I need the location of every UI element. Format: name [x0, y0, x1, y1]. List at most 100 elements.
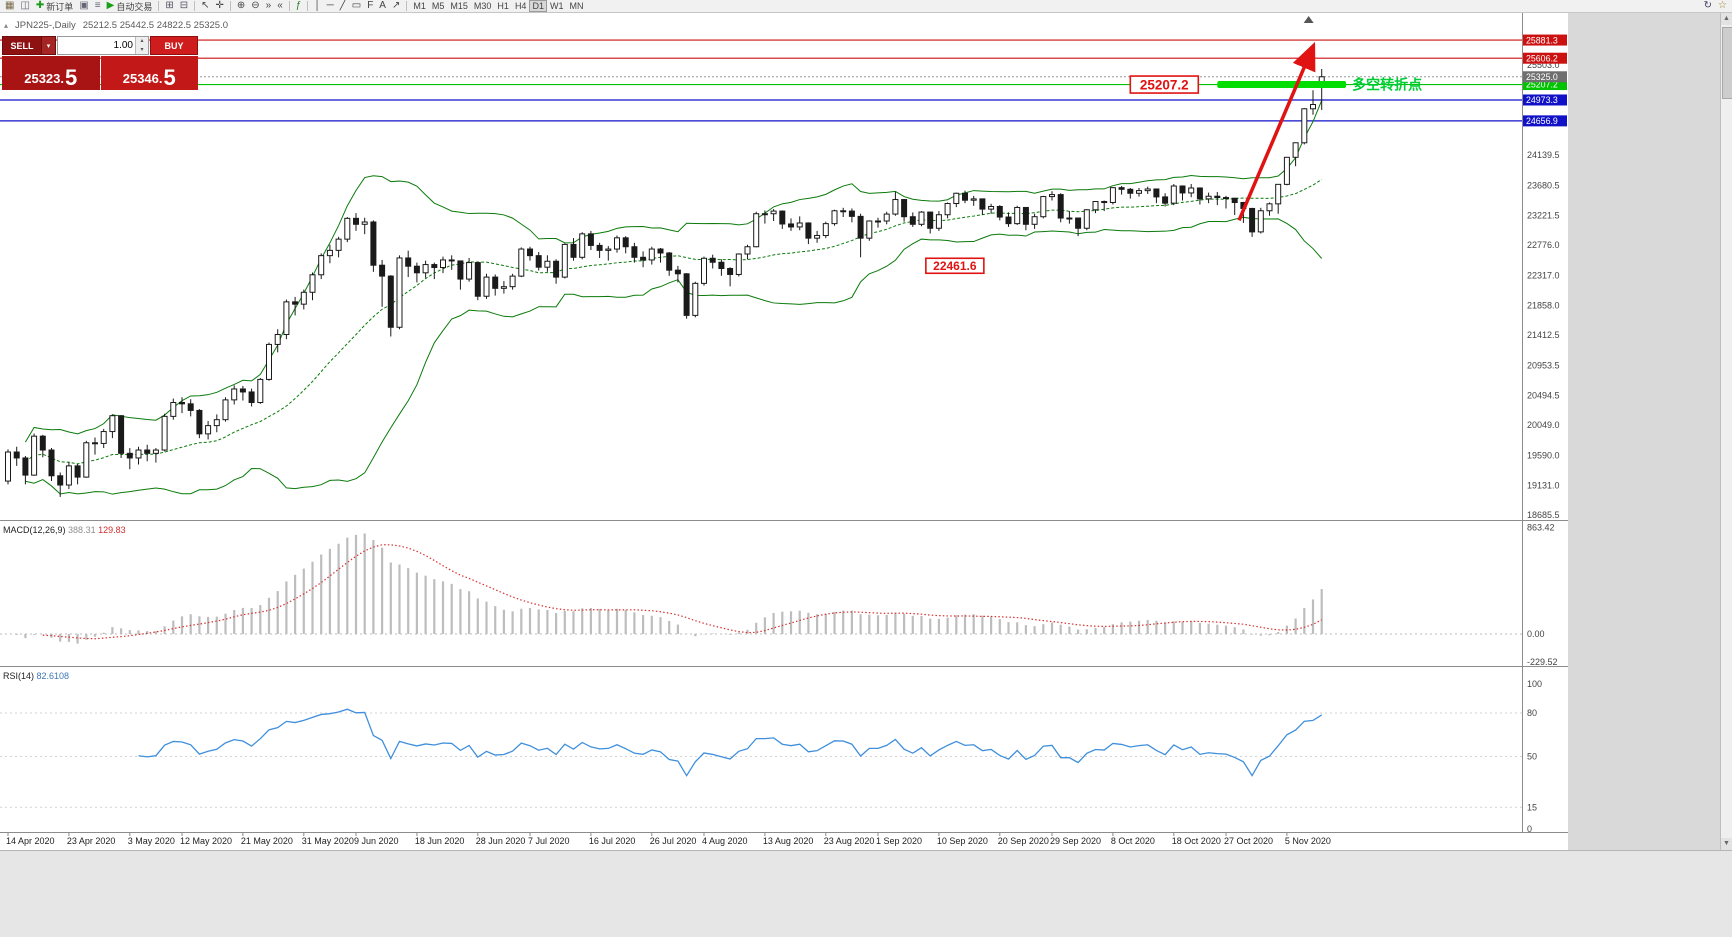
zoom-out-button-icon: ⊖: [251, 0, 260, 11]
price-annotation-box[interactable]: [1129, 75, 1200, 94]
text-tool[interactable]: A: [376, 0, 389, 12]
toolbar-separator: [288, 1, 290, 11]
chart-symbol-period: JPN225-,Daily: [15, 20, 76, 31]
vertical-scrollbar[interactable]: ▲ ▼: [1720, 13, 1732, 850]
fibonacci-tool[interactable]: F: [364, 0, 376, 12]
axis-tick-label: 100: [1527, 679, 1542, 689]
crosshair-tool-button-icon: ✛: [215, 0, 224, 11]
sell-button[interactable]: SELL: [2, 36, 42, 55]
rsi-line: [138, 708, 1323, 777]
buy-price-display[interactable]: 25346. 5: [100, 56, 198, 90]
buy-button[interactable]: BUY: [150, 36, 198, 55]
axis-tick-label: 0.00: [1527, 629, 1545, 639]
trendline-tool[interactable]: ╱: [337, 0, 349, 12]
toolbar-separator: [158, 1, 160, 11]
timeframe-mn[interactable]: MN: [566, 0, 586, 12]
zoom-out-button[interactable]: ⊖: [248, 0, 262, 12]
separators-layer: [0, 13, 1568, 833]
horizontal-line-tool[interactable]: ─: [324, 0, 337, 12]
order-type-dropdown[interactable]: ▾: [42, 36, 56, 55]
toolbar-right-group: ↻ ☆: [1701, 0, 1730, 12]
trend-arrow[interactable]: [1237, 41, 1316, 222]
timeframe-d1[interactable]: D1: [529, 0, 547, 12]
rsi-name: RSI(14): [3, 671, 35, 681]
date-tick-label: 10 Sep 2020: [937, 836, 988, 846]
date-tick-label: 18 Oct 2020: [1172, 836, 1221, 846]
date-tick-label: 29 Sep 2020: [1050, 836, 1101, 846]
channel-tool[interactable]: ▭: [349, 0, 364, 12]
timeframe-d1-label: D1: [532, 1, 544, 11]
toolbar-separator: [194, 1, 196, 11]
timeframe-m15-label: M15: [450, 1, 468, 11]
vertical-line-tool[interactable]: │: [311, 0, 323, 12]
buy-price-big-digit: 5: [163, 65, 176, 90]
axis-tick-label: 23680.5: [1527, 180, 1560, 190]
price-annotation-box[interactable]: [925, 257, 985, 275]
axis-tick-label: 18685.5: [1527, 510, 1560, 520]
auto-scroll-button-icon: »: [265, 0, 272, 11]
date-tick-label: 5 Nov 2020: [1285, 836, 1331, 846]
date-tick-label: 20 Sep 2020: [998, 836, 1049, 846]
timeframe-m1[interactable]: M1: [410, 0, 429, 12]
zoom-in-button[interactable]: ⊕: [234, 0, 248, 12]
scrollbar-down-icon[interactable]: ▼: [1721, 838, 1732, 850]
timeframe-w1[interactable]: W1: [547, 0, 567, 12]
chart-title: ▴ JPN225-,Daily 25212.5 25442.5 24822.5 …: [4, 20, 228, 31]
auto-scroll-button[interactable]: »: [263, 0, 275, 12]
charts-menu-button-icon: ▣: [79, 0, 89, 11]
price-chart-svg[interactable]: 25207.2 22461.6 多空转折点 25503.0 24139.5 23680.5…: [0, 13, 1568, 850]
timeframe-h4[interactable]: H4: [512, 0, 530, 12]
sell-price-main: 25323.: [24, 71, 64, 86]
expand-chart-button[interactable]: ◫: [17, 0, 32, 12]
auto-trading-button-label: 自动交易: [116, 1, 153, 12]
scrollbar-up-icon[interactable]: ▲: [1721, 13, 1732, 25]
timeframe-h4-label: H4: [514, 1, 527, 11]
one-click-trading-panel: SELL ▾ ▴ ▾ BUY 25323.5 25346.5: [2, 36, 198, 90]
turning-point-highlight[interactable]: [1217, 81, 1347, 89]
oneclick-collapse-icon[interactable]: ▴: [4, 21, 9, 30]
crosshair-tool-button[interactable]: ✛: [213, 0, 227, 12]
timeframe-h1[interactable]: H1: [494, 0, 512, 12]
timeframe-m1-label: M1: [413, 1, 426, 11]
sell-price-display[interactable]: 25323. 5: [2, 56, 100, 90]
timeframe-h1-label: H1: [497, 1, 509, 11]
favorites-button[interactable]: ☆: [1715, 0, 1730, 12]
timeframe-m30[interactable]: M30: [471, 0, 495, 12]
cursor-tool-button[interactable]: ↖: [198, 0, 212, 12]
date-tick-label: 23 Apr 2020: [67, 836, 116, 846]
volume-down-icon[interactable]: ▾: [136, 45, 148, 54]
profiles-button[interactable]: ≡: [92, 0, 104, 12]
chart-plot-area[interactable]: [0, 13, 1522, 850]
macd-signal-line: [42, 544, 1322, 640]
tile-windows-button[interactable]: ⊟: [177, 0, 191, 12]
new-chart-button[interactable]: ⊞: [162, 0, 176, 12]
date-tick-label: 1 Sep 2020: [876, 836, 922, 846]
date-tick-label: 16 Jul 2020: [589, 836, 636, 846]
chart-window-button[interactable]: ▦: [2, 0, 17, 12]
volume-input[interactable]: [58, 37, 135, 54]
axis-price-label: [1523, 71, 1567, 83]
favorites-button-icon: ☆: [1718, 0, 1727, 11]
bollinger-upper-band: [24, 100, 1323, 443]
axis-tick-label: 24139.5: [1527, 150, 1560, 160]
timeframe-mn-label: MN: [569, 1, 584, 11]
trade-panel-prices-row: 25323. 5 25346. 5: [2, 56, 198, 90]
new-order-button[interactable]: ✚ 新订单: [33, 0, 76, 12]
scrollbar-thumb[interactable]: [1722, 27, 1732, 99]
arrows-tool[interactable]: ↗: [389, 0, 403, 12]
volume-up-icon[interactable]: ▴: [136, 37, 148, 46]
timeframe-m15[interactable]: M15: [447, 0, 471, 12]
timeframe-m5[interactable]: M5: [429, 0, 448, 12]
chart-shift-marker[interactable]: [1303, 16, 1314, 23]
chart-shift-button[interactable]: «: [274, 0, 286, 12]
auto-trading-button-icon: ▶: [106, 0, 115, 11]
indicators-button[interactable]: ƒ: [293, 0, 305, 12]
axis-tick-label: 22317.0: [1527, 270, 1560, 280]
auto-trading-button[interactable]: ▶ 自动交易: [104, 0, 156, 12]
channel-tool-icon: ▭: [351, 0, 362, 11]
charts-menu-button[interactable]: ▣: [76, 0, 91, 12]
candles-layer: [5, 69, 1325, 497]
axis-price-label-text: 25325.0: [1526, 72, 1558, 82]
refresh-button[interactable]: ↻: [1701, 0, 1715, 12]
